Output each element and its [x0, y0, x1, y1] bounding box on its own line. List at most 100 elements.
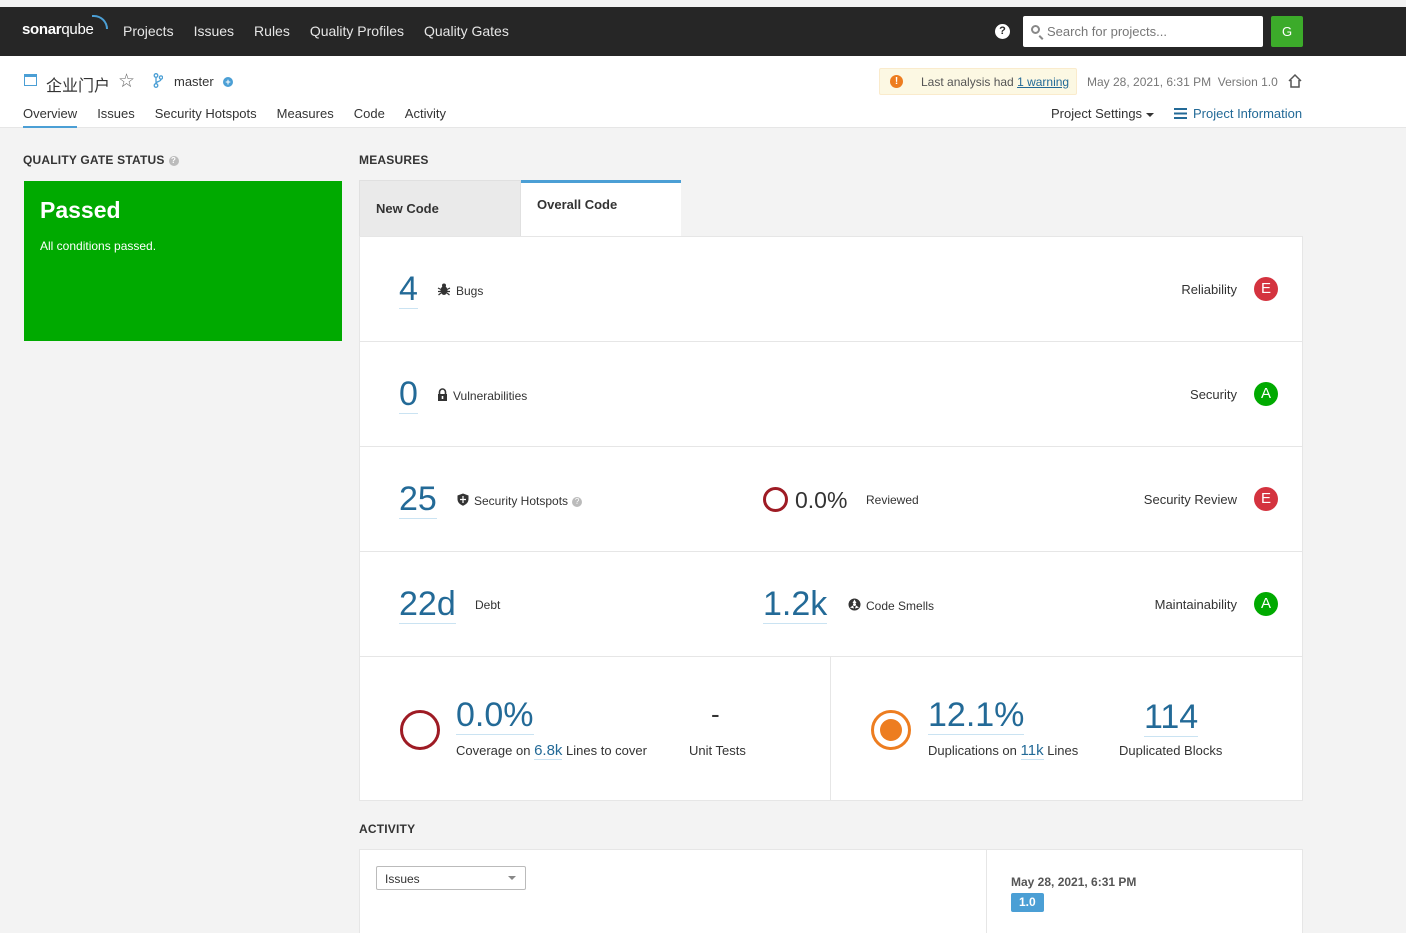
quality-gate-subtitle: All conditions passed.	[40, 239, 157, 253]
security-label: Security	[1190, 387, 1237, 402]
search-icon	[1031, 25, 1040, 34]
analysis-date: May 28, 2021, 6:31 PM	[1087, 75, 1212, 89]
tab-measures[interactable]: Measures	[276, 106, 334, 121]
nav-issues[interactable]: Issues	[193, 23, 235, 39]
quality-gate-status: Passed	[40, 197, 121, 223]
search-box	[1023, 16, 1263, 47]
hotspots-label-wrap: Security Hotspots?	[457, 493, 583, 508]
logo-text-b: qube	[61, 21, 94, 38]
security-review-rating[interactable]: E	[1254, 487, 1278, 511]
favorite-star-icon[interactable]: ☆	[118, 71, 136, 92]
search-input[interactable]	[1047, 22, 1257, 40]
bug-icon	[437, 283, 451, 296]
hotspots-value[interactable]: 25	[399, 480, 437, 519]
coverage-label-suffix: Lines to cover	[562, 743, 647, 758]
nav-quality-profiles[interactable]: Quality Profiles	[309, 23, 404, 39]
duplicated-blocks-value[interactable]: 114	[1144, 698, 1199, 737]
duplications-value[interactable]: 12.1%	[928, 696, 1025, 735]
lock-icon	[438, 388, 447, 401]
project-information-label: Project Information	[1193, 106, 1303, 121]
reviewed-ring-icon	[763, 487, 788, 512]
branch-info-icon[interactable]: +	[223, 77, 233, 87]
logo-text-a: sonar	[22, 21, 62, 38]
top-navbar: sonarqube Projects Issues Rules Quality …	[0, 7, 1406, 56]
nav-projects[interactable]: Projects	[123, 23, 174, 39]
nav-rules[interactable]: Rules	[254, 23, 290, 39]
activity-title: ACTIVITY	[359, 822, 416, 836]
coverage-ring-icon	[400, 710, 440, 750]
lines-to-cover-value[interactable]: 6.8k	[534, 742, 563, 760]
tab-code[interactable]: Code	[353, 106, 385, 121]
warning-link[interactable]: 1 warning	[1017, 75, 1070, 89]
project-icon	[24, 74, 37, 86]
hotspots-help-icon[interactable]: ?	[572, 497, 583, 507]
duplications-label-prefix: Duplications on	[928, 743, 1021, 758]
project-header: 企业门户 ☆ master + ! Last analysis had 1 wa…	[0, 56, 1406, 128]
project-tabs: Overview Issues Security Hotspots Measur…	[23, 106, 446, 128]
duplications-label-suffix: Lines	[1043, 743, 1079, 758]
code-smell-icon	[848, 598, 861, 611]
tab-overview[interactable]: Overview	[23, 106, 78, 128]
branch-name[interactable]: master	[174, 74, 214, 89]
home-icon[interactable]	[1287, 73, 1303, 89]
tab-security-hotspots[interactable]: Security Hotspots	[154, 106, 257, 121]
list-icon	[1174, 108, 1187, 119]
measures-panel: 4 Bugs Reliability E 0 Vulnerabilities S…	[359, 236, 1303, 801]
help-circle-icon[interactable]: ?	[168, 156, 179, 166]
branch-icon	[153, 73, 163, 88]
project-settings-label: Project Settings	[1051, 106, 1143, 121]
vulnerabilities-label-wrap: Vulnerabilities	[437, 388, 527, 403]
coverage-label: Coverage on 6.8k Lines to cover	[456, 742, 647, 760]
coverage-duplication-divider	[830, 657, 831, 801]
security-review-label: Security Review	[1143, 492, 1237, 507]
unit-tests-value: -	[711, 699, 720, 729]
sonarqube-logo[interactable]: sonarqube	[22, 15, 108, 38]
hotspots-row: 25 Security Hotspots? 0.0% Reviewed Secu…	[360, 447, 1302, 552]
activity-panel: Issues May 28, 2021, 6:31 PM 1.0	[359, 849, 1303, 933]
bugs-value[interactable]: 4	[399, 270, 418, 309]
activity-select-value: Issues	[385, 872, 420, 886]
activity-metric-select[interactable]: Issues	[376, 866, 526, 890]
warning-text: Last analysis had 1 warning	[921, 75, 1069, 89]
user-avatar[interactable]: G	[1271, 16, 1303, 47]
project-information-link[interactable]: Project Information	[1174, 106, 1302, 121]
vulnerabilities-row: 0 Vulnerabilities Security A	[360, 342, 1302, 447]
help-icon[interactable]: ?	[995, 24, 1010, 39]
duplicated-lines-value[interactable]: 11k	[1020, 742, 1044, 760]
coverage-label-prefix: Coverage on	[456, 743, 535, 758]
reliability-rating[interactable]: E	[1254, 277, 1278, 301]
analysis-warning: ! Last analysis had 1 warning	[879, 68, 1077, 95]
quality-gate-box: Passed All conditions passed.	[24, 181, 342, 341]
logo-arc-icon	[92, 15, 108, 29]
duplicated-blocks-label: Duplicated Blocks	[1119, 743, 1223, 758]
vulnerabilities-value[interactable]: 0	[399, 375, 418, 414]
project-name[interactable]: 企业门户	[46, 76, 111, 95]
warning-prefix: Last analysis had	[921, 75, 1018, 89]
chevron-down-icon	[1146, 112, 1155, 117]
maintainability-rating[interactable]: A	[1254, 592, 1278, 616]
quality-gate-title: QUALITY GATE STATUS?	[23, 153, 179, 167]
duplications-label: Duplications on 11k Lines	[928, 742, 1079, 760]
tab-new-code[interactable]: New Code	[359, 180, 521, 236]
tab-overall-code[interactable]: Overall Code	[521, 180, 681, 236]
reviewed-label: Reviewed	[866, 493, 919, 507]
tab-issues[interactable]: Issues	[97, 106, 135, 121]
bugs-row: 4 Bugs Reliability E	[360, 237, 1302, 342]
debt-value[interactable]: 22d	[399, 585, 456, 624]
activity-version-badge: 1.0	[1011, 893, 1044, 912]
code-smells-value[interactable]: 1.2k	[763, 585, 828, 624]
measures-title: MEASURES	[359, 153, 429, 167]
project-version: Version 1.0	[1217, 75, 1278, 89]
bugs-label-wrap: Bugs	[437, 283, 483, 298]
nav-quality-gates[interactable]: Quality Gates	[424, 23, 509, 39]
chevron-down-icon	[508, 876, 516, 880]
warning-icon: !	[890, 75, 903, 88]
coverage-value[interactable]: 0.0%	[456, 696, 534, 735]
security-rating[interactable]: A	[1254, 382, 1278, 406]
reviewed-value[interactable]: 0.0%	[795, 487, 848, 513]
activity-date: May 28, 2021, 6:31 PM	[1011, 875, 1137, 889]
debt-label: Debt	[475, 598, 501, 612]
tab-activity[interactable]: Activity	[404, 106, 446, 121]
maintainability-row: 22d Debt 1.2k Code Smells Maintainabilit…	[360, 552, 1302, 657]
project-settings-menu[interactable]: Project Settings	[1051, 106, 1155, 121]
